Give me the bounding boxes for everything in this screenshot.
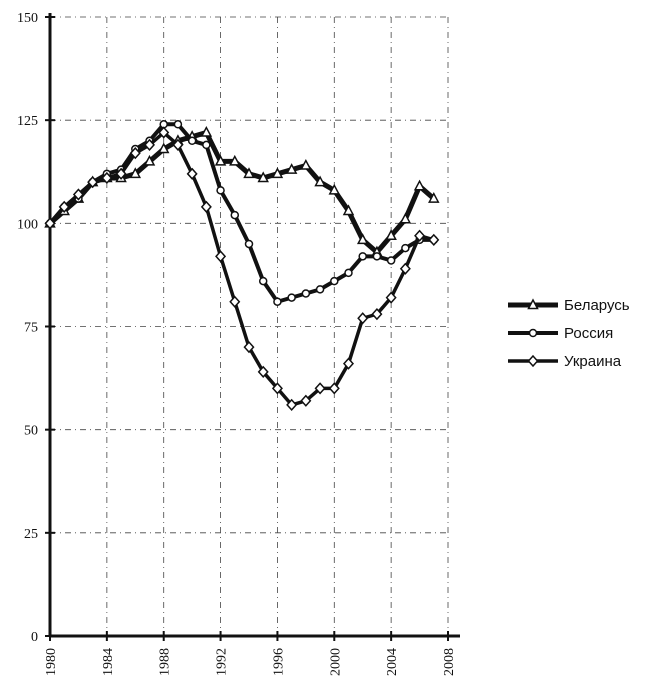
marker [229,295,241,308]
x-tick-label: 1996 [271,648,286,676]
marker [356,233,369,245]
marker [143,154,156,166]
marker [527,354,539,368]
marker [187,136,197,146]
series-line [48,130,435,407]
marker [129,167,142,179]
marker [202,140,211,150]
marker [58,200,70,213]
marker [399,212,412,224]
marker [229,154,241,166]
y-tick-label: 125 [17,114,38,129]
marker [342,357,355,370]
marker [386,256,396,265]
marker [243,341,255,354]
marker [414,229,426,242]
marker [200,125,213,137]
marker [300,158,312,170]
marker [257,171,269,183]
marker [186,167,198,180]
marker [413,179,426,191]
marker [401,243,410,253]
marker [243,167,255,179]
marker [273,297,282,306]
marker [72,188,84,201]
x-tick-label: 1984 [101,648,116,676]
series-line [48,130,436,255]
y-tick-label: 50 [24,424,38,439]
marker [244,239,254,249]
x-tick-label: 1988 [158,648,173,676]
marker [342,204,355,216]
marker [200,200,212,213]
marker [214,154,227,166]
marker [143,138,156,152]
marker [285,163,298,174]
marker [314,175,326,187]
marker [328,382,340,395]
marker [528,328,538,338]
marker [328,183,341,195]
marker [315,285,325,294]
marker [357,312,369,325]
marker [371,307,383,321]
marker [257,365,269,379]
legend-label: Украина [564,353,622,370]
marker [372,252,382,261]
marker [173,120,183,129]
y-tick-label: 25 [24,527,38,542]
marker [358,252,367,261]
marker [215,250,227,263]
marker [428,233,440,246]
marker [101,171,113,185]
marker [300,394,312,407]
series-line [48,122,434,304]
marker [87,175,99,189]
marker [287,293,296,302]
legend-label: Беларусь [564,297,630,314]
marker [115,167,127,180]
marker [314,382,326,395]
x-tick-label: 2000 [328,648,343,676]
x-tick-label: 2008 [442,648,457,676]
legend-label: Россия [564,325,613,342]
marker [385,229,397,240]
x-tick-label: 2004 [385,648,400,676]
marker [527,298,539,310]
y-tick-label: 100 [17,217,38,232]
marker [399,262,411,275]
x-tick-label: 1980 [44,648,59,676]
marker [344,268,353,278]
marker [271,382,283,395]
x-tick-label: 1992 [215,648,230,676]
marker [157,142,170,154]
marker [172,138,184,152]
y-tick-label: 150 [17,11,38,26]
marker [129,147,141,160]
marker [230,210,240,220]
y-tick-label: 75 [24,321,38,336]
marker [216,186,225,195]
marker [385,291,397,304]
marker [158,126,170,139]
marker [330,276,339,286]
marker [428,191,440,203]
marker [44,217,56,230]
y-tick-label: 0 [31,630,38,645]
marker [271,167,284,179]
marker [258,276,268,286]
marker [286,398,298,412]
marker [301,289,311,298]
